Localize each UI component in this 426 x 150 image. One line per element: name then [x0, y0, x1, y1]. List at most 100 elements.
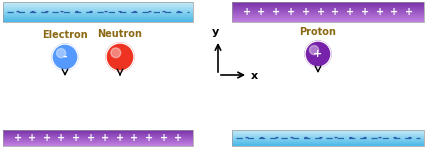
Text: +: +: [404, 7, 412, 17]
Bar: [3, 8, 193, 9]
Bar: [231, 18, 423, 19]
Bar: [231, 10, 423, 11]
Text: +: +: [389, 7, 397, 17]
Bar: [231, 139, 423, 140]
Bar: [231, 131, 423, 132]
Text: y: y: [211, 27, 218, 37]
Bar: [231, 11, 423, 12]
Text: -: -: [59, 7, 63, 17]
Text: +: +: [272, 7, 280, 17]
Bar: [231, 137, 423, 138]
Text: -: -: [89, 7, 92, 17]
Bar: [3, 135, 193, 136]
Bar: [3, 145, 193, 146]
Bar: [231, 12, 423, 13]
Text: -: -: [362, 133, 366, 143]
Bar: [3, 138, 193, 139]
Bar: [3, 7, 193, 8]
Text: +: +: [174, 133, 182, 143]
Text: +: +: [43, 133, 51, 143]
Bar: [231, 14, 423, 15]
Text: -: -: [63, 52, 67, 62]
Bar: [231, 145, 423, 146]
Bar: [3, 14, 193, 15]
Bar: [3, 11, 193, 12]
Bar: [3, 141, 193, 142]
Text: -: -: [288, 133, 292, 143]
Bar: [3, 132, 193, 133]
Circle shape: [52, 44, 78, 70]
Text: Proton: Proton: [299, 27, 336, 37]
Bar: [231, 7, 423, 8]
Text: -: -: [347, 133, 351, 143]
Bar: [231, 134, 423, 135]
Bar: [231, 130, 423, 131]
Bar: [231, 130, 423, 146]
Bar: [231, 9, 423, 10]
Bar: [3, 2, 193, 3]
Text: -: -: [176, 7, 180, 17]
Text: +: +: [313, 49, 322, 59]
Text: x: x: [250, 71, 258, 81]
Text: -: -: [45, 7, 49, 17]
Bar: [3, 143, 193, 144]
Text: +: +: [101, 133, 109, 143]
Text: -: -: [74, 7, 78, 17]
Text: -: -: [377, 133, 381, 143]
Text: Neutron: Neutron: [97, 29, 142, 39]
Text: +: +: [286, 7, 294, 17]
Bar: [3, 142, 193, 143]
Text: -: -: [161, 7, 165, 17]
Text: +: +: [145, 133, 153, 143]
Bar: [3, 18, 193, 19]
Bar: [231, 133, 423, 134]
Text: +: +: [72, 133, 80, 143]
Bar: [3, 137, 193, 138]
Bar: [231, 3, 423, 4]
Bar: [3, 139, 193, 140]
Bar: [231, 5, 423, 6]
Text: -: -: [103, 7, 107, 17]
Circle shape: [56, 49, 66, 58]
Bar: [231, 140, 423, 141]
Text: +: +: [360, 7, 368, 17]
Text: +: +: [301, 7, 309, 17]
Text: -: -: [318, 133, 322, 143]
Bar: [231, 17, 423, 18]
Bar: [3, 4, 193, 5]
Bar: [3, 5, 193, 6]
Text: -: -: [16, 7, 20, 17]
Text: +: +: [331, 7, 339, 17]
Bar: [3, 12, 193, 13]
Text: +: +: [257, 7, 265, 17]
Bar: [231, 21, 423, 22]
Text: +: +: [375, 7, 383, 17]
Bar: [231, 16, 423, 17]
Text: -: -: [30, 7, 34, 17]
Text: -: -: [406, 133, 410, 143]
Bar: [231, 143, 423, 144]
Text: +: +: [28, 133, 36, 143]
Text: +: +: [345, 7, 354, 17]
Text: -: -: [303, 133, 307, 143]
Text: -: -: [118, 7, 122, 17]
Bar: [3, 21, 193, 22]
Bar: [231, 142, 423, 143]
Circle shape: [111, 48, 121, 58]
Text: -: -: [391, 133, 395, 143]
Bar: [3, 15, 193, 16]
Bar: [231, 135, 423, 136]
Bar: [3, 6, 193, 7]
Bar: [3, 131, 193, 132]
Text: +: +: [130, 133, 138, 143]
Text: -: -: [132, 7, 136, 17]
Bar: [3, 136, 193, 137]
Circle shape: [309, 46, 318, 55]
Bar: [3, 13, 193, 14]
Bar: [3, 133, 193, 134]
Bar: [231, 144, 423, 145]
Text: +: +: [115, 133, 124, 143]
Bar: [231, 4, 423, 5]
Bar: [3, 10, 193, 11]
Bar: [231, 19, 423, 20]
